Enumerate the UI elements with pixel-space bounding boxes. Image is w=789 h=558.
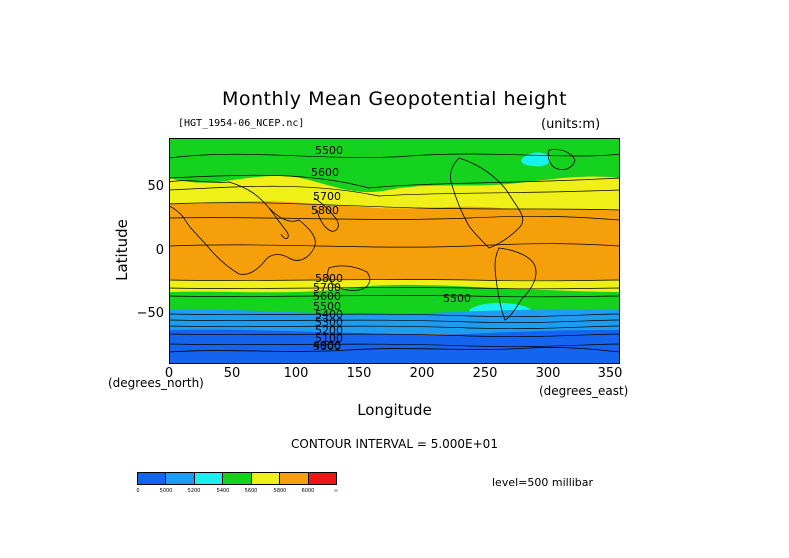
contour-label: 5800 <box>315 272 343 285</box>
contour-interval: CONTOUR INTERVAL = 5.000E+01 <box>291 437 498 451</box>
contour-label: 5400 <box>315 308 343 321</box>
contour-label-group: 5500 5600 5700 5800 5800 5700 5600 5500 … <box>311 144 471 353</box>
contour-label: 5700 <box>313 281 341 294</box>
contour-label: 5000 <box>313 340 341 353</box>
x-tick: 200 <box>409 366 435 381</box>
se-asia-coast <box>313 197 339 232</box>
colorbar-tick: 5600 <box>244 488 258 494</box>
band-yellow-north <box>169 176 620 210</box>
x-tick: 300 <box>535 366 561 381</box>
india-coast <box>268 207 289 239</box>
colorbar-segment <box>223 473 252 484</box>
contour-label: 5600 <box>311 166 339 179</box>
colorbar-tick: 5400 <box>216 488 230 494</box>
band-darkblue-south <box>169 329 620 364</box>
colorbar-tick: 5800 <box>273 488 287 494</box>
y-tick: −50 <box>136 306 164 321</box>
africa-eurasia-coast <box>169 180 316 275</box>
antarctica-coast <box>169 347 620 353</box>
colorbar-tick: ∞ <box>333 488 339 494</box>
contour-label: 5500 <box>315 144 343 157</box>
colorbar-segment <box>138 473 167 484</box>
x-axis-label: Longitude <box>357 401 432 419</box>
colorbar-segment <box>280 473 309 484</box>
colorbar-segment <box>166 473 195 484</box>
contour-label: 5600 <box>313 290 341 303</box>
x-tick: 100 <box>283 366 309 381</box>
colorbar-segment <box>251 473 281 484</box>
y-tick: 50 <box>147 179 164 194</box>
greenland-coast <box>547 149 576 170</box>
coastlines <box>169 149 620 353</box>
south-america-coast <box>494 247 537 321</box>
contour-label-4900: 4900 <box>313 339 341 352</box>
units-label: (units:m) <box>541 117 601 132</box>
band-cyan-arctic <box>521 152 551 167</box>
level-label: level=500 millibar <box>492 476 594 489</box>
colorbar-tick: 5200 <box>187 488 201 494</box>
plot-title: Monthly Mean Geopotential height <box>221 88 568 110</box>
colorbar-tick: 0 <box>136 488 140 494</box>
y-axis-unit: (degrees_north) <box>108 376 204 390</box>
contour-label: 5200 <box>315 324 343 337</box>
y-tick: 0 <box>155 243 164 258</box>
contour-lines <box>169 153 620 347</box>
x-axis-unit: (degrees_east) <box>539 384 629 398</box>
x-tick: 250 <box>472 366 498 381</box>
colorbar-segment <box>194 473 224 484</box>
contour-label: 5700 <box>313 190 341 203</box>
contour-label: 5100 <box>315 332 343 345</box>
colorbar-tick: 5000 <box>159 488 173 494</box>
band-lightblue-south <box>169 309 620 334</box>
geopotential-map: 5500 5600 5700 5800 5800 5700 5600 5500 … <box>169 138 620 364</box>
map-frame <box>169 138 620 364</box>
australia-coast <box>327 265 371 291</box>
contour-label: 5500 <box>443 292 471 305</box>
colorbar-segment <box>308 473 336 484</box>
x-tick: 50 <box>223 366 241 381</box>
x-tick: 0 <box>164 366 174 381</box>
band-green-north <box>169 138 620 193</box>
contour-label: 5500 <box>313 300 341 313</box>
x-tick: 350 <box>597 366 623 381</box>
contour-label: 5300 <box>315 316 343 329</box>
colorbar-tick: 6000 <box>301 488 315 494</box>
x-tick: 150 <box>346 366 372 381</box>
y-axis-label: Latitude <box>113 219 131 281</box>
file-label: [HGT_1954-06_NCEP.nc] <box>178 118 305 129</box>
colorbar <box>137 472 337 485</box>
contour-label: 5800 <box>311 204 339 217</box>
north-america-coast <box>450 157 524 249</box>
